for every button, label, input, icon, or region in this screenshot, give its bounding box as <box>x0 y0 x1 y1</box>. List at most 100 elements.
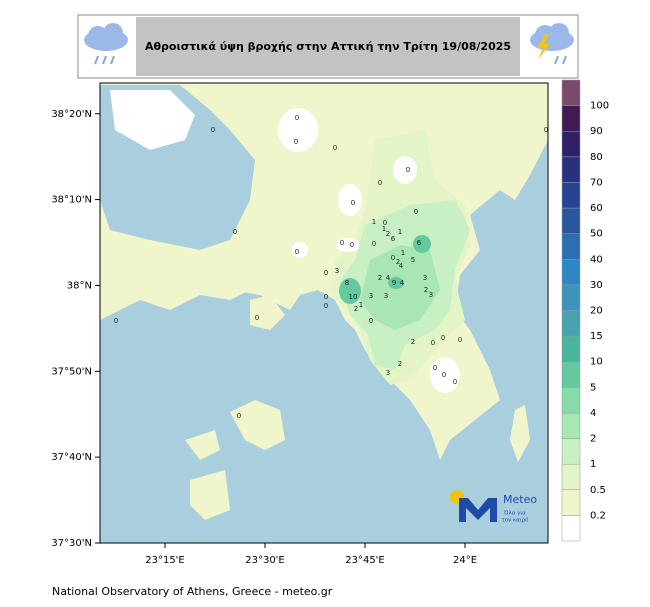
station-value: 0 <box>458 336 462 344</box>
station-value: 0 <box>391 254 395 262</box>
station-value: 0 <box>351 199 355 207</box>
colorbar-band <box>561 156 581 183</box>
colorbar-band <box>561 259 581 286</box>
colorbar-label: 50 <box>590 229 603 240</box>
station-value: 1 <box>401 249 405 257</box>
station-value: 3 <box>423 274 427 282</box>
colorbar-label: 5 <box>590 382 596 393</box>
station-value: 5 <box>411 256 415 264</box>
colorbar-label: 4 <box>590 408 596 419</box>
title: Αθροιστικά ύψη βροχής στην Αττική την Τρ… <box>145 40 511 53</box>
colorbar-label: 100 <box>590 101 609 112</box>
station-value: 0 <box>441 334 445 342</box>
station-value: 0 <box>350 241 354 249</box>
footer: National Observatory of Athens, Greece -… <box>52 585 333 598</box>
colorbar-label: 90 <box>590 126 603 137</box>
station-value: 0 <box>431 339 435 347</box>
logo-tagline: τον καιρό <box>501 517 529 524</box>
station-value: 0 <box>372 240 376 248</box>
station-value: 0 <box>544 126 548 134</box>
logo <box>450 490 497 522</box>
station-value: 0 <box>294 138 298 146</box>
station-value: 2 <box>354 305 358 313</box>
colorbar-band <box>561 105 581 132</box>
colorbar-band <box>561 515 581 542</box>
station-value: 3 <box>369 292 373 300</box>
colorbar-label: 20 <box>590 306 603 317</box>
lon-label: 23°45'E <box>345 555 385 566</box>
storm-icon <box>530 23 574 65</box>
colorbar-band <box>561 387 581 414</box>
map <box>100 83 548 543</box>
station-value: 2 <box>398 360 402 368</box>
station-value: 8 <box>345 279 349 287</box>
colorbar-label: 40 <box>590 254 603 265</box>
lon-label: 23°30'E <box>245 555 285 566</box>
station-value: 3 <box>386 369 390 377</box>
colorbar-band <box>561 361 581 388</box>
colorbar-band <box>561 182 581 209</box>
colorbar-band <box>561 79 581 106</box>
colorbar-label: 30 <box>590 280 603 291</box>
station-value: 0 <box>237 412 241 420</box>
colorbar-label: 2 <box>590 434 596 445</box>
station-value: 0 <box>333 144 337 152</box>
colorbar-band <box>561 412 581 439</box>
station-value: 0 <box>383 219 387 227</box>
station-value: 0 <box>369 317 373 325</box>
station-value: 0 <box>406 166 410 174</box>
map-frame <box>99 82 549 544</box>
colorbar-label: 15 <box>590 331 603 342</box>
station-value: 0 <box>442 371 446 379</box>
station-value: 0 <box>324 302 328 310</box>
rain-icon <box>84 23 128 65</box>
station-value: 0 <box>114 317 118 325</box>
colorbar-band <box>561 207 581 234</box>
lat-label: 38°10'N <box>51 195 92 206</box>
station-value: 0 <box>433 364 437 372</box>
station-value: 10 <box>349 293 358 301</box>
lon-label: 23°15'E <box>145 555 185 566</box>
colorbar-label: 80 <box>590 152 603 163</box>
station-value: 0 <box>378 179 382 187</box>
station-value: 2 <box>396 258 400 266</box>
station-value: 0 <box>324 269 328 277</box>
station-value: 1 <box>398 228 402 236</box>
colorbar-band <box>561 438 581 465</box>
station-value: 6 <box>391 235 396 243</box>
colorbar-label: 0.5 <box>590 485 606 496</box>
station-value: 4 <box>400 279 405 287</box>
colorbar-band <box>561 284 581 311</box>
colorbar-band <box>561 130 581 158</box>
station-value: 1 <box>372 218 376 226</box>
station-value: 3 <box>429 291 433 299</box>
station-value: 3 <box>335 267 339 275</box>
station-value: 2 <box>411 338 415 346</box>
station-value: 0 <box>414 208 418 216</box>
colorbar-band <box>561 335 581 362</box>
station-value: 4 <box>399 262 404 270</box>
station-value: 2 <box>378 274 382 282</box>
station-value: 2 <box>386 230 390 238</box>
colorbar-label: 60 <box>590 203 603 214</box>
colorbar-label: 10 <box>590 357 603 368</box>
station-value: 2 <box>424 286 428 294</box>
colorbar-label: 70 <box>590 177 603 188</box>
colorbar-band <box>561 463 581 491</box>
colorbar-label: 0.2 <box>590 510 606 521</box>
station-value: 0 <box>255 314 259 322</box>
station-value: 1 <box>382 225 386 233</box>
title-bg <box>136 17 520 76</box>
station-value: 0 <box>295 114 299 122</box>
colorbar-band <box>561 489 581 516</box>
lat-label: 38°N <box>67 280 92 291</box>
station-value: 0 <box>453 378 457 386</box>
colorbar-label: 1 <box>590 459 596 470</box>
station-value: 0 <box>340 239 344 247</box>
station-value: 0 <box>233 228 237 236</box>
station-value: 0 <box>324 293 328 301</box>
station-value: 0 <box>211 126 215 134</box>
lat-label: 37°50'N <box>51 366 92 377</box>
lat-label: 38°20'N <box>51 109 92 120</box>
